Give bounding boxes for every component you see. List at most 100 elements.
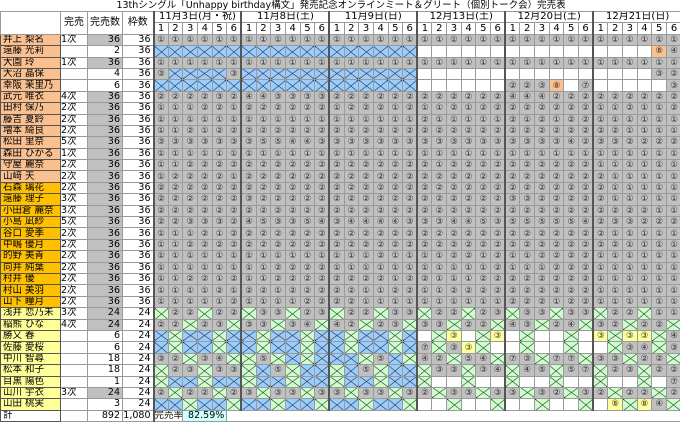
slot-sold-cell: ② xyxy=(270,238,286,252)
slot-open-cell xyxy=(475,67,492,81)
slot-sold-cell: ③ xyxy=(548,136,565,149)
slot-sold-cell: ② xyxy=(343,102,360,115)
slot-sold-cell: ① xyxy=(226,284,242,297)
slot-sold-cell: ② xyxy=(592,170,609,183)
slot-sold-cell: ② xyxy=(651,216,667,229)
slot-unavailable-cell xyxy=(152,329,169,343)
slot-number-header: 3 xyxy=(358,22,374,35)
slot-sold-cell: ① xyxy=(226,170,242,183)
slot-sold-cell: ① xyxy=(460,56,477,69)
slot-sold-cell: ① xyxy=(152,284,169,297)
slot-sold-cell: ② xyxy=(196,193,213,206)
sold-count: 36 xyxy=(87,102,123,115)
slot-sold-cell: ① xyxy=(607,261,623,275)
slot-sold-cell: ② xyxy=(490,227,506,240)
slot-sold-cell: ② xyxy=(534,227,550,240)
slot-sold-cell: ② xyxy=(299,227,316,240)
slot-unavailable-cell xyxy=(167,67,184,81)
slot-closed-cell xyxy=(211,386,228,400)
slot-sold-cell: ② xyxy=(196,318,213,331)
sold-count: 4 xyxy=(87,67,123,81)
slot-sold-cell: ② xyxy=(299,284,316,297)
slot-sold-cell: ② xyxy=(548,102,565,115)
member-row: 大園 玲 1次 36 36 ① ① ① ① ① ① ① ① ① ① ① ① ① ① ① ① ① ① ① ① ① ① ① ① ① ① ① ① ① ①… xyxy=(0,56,680,69)
slot-sold-cell: ② xyxy=(402,204,418,218)
slot-sold-cell: ① xyxy=(358,261,374,275)
slot-total: 24 xyxy=(122,318,154,331)
slot-sold-cell: ④ xyxy=(314,216,330,229)
slot-sold-cell: ③ xyxy=(240,386,257,400)
slot-closed-cell xyxy=(519,341,536,354)
slot-open-cell xyxy=(592,341,609,354)
slot-number-header: 1 xyxy=(240,22,257,35)
slot-closed-cell xyxy=(226,398,242,411)
slot-total: 24 xyxy=(122,352,154,366)
slot-sold-cell: ① xyxy=(152,227,169,240)
slot-number-header: 2 xyxy=(255,22,272,35)
kanbai-round: 2次 xyxy=(60,124,88,138)
slot-sold-cell: ① xyxy=(255,113,272,126)
slot-unavailable-cell xyxy=(343,67,360,81)
slot-unavailable-cell xyxy=(240,398,257,411)
slot-sold-cell: ③ xyxy=(402,307,418,320)
slot-closed-cell xyxy=(152,307,169,320)
slot-sold-cell: ② xyxy=(431,352,448,366)
slot-sold-cell: ② xyxy=(152,204,169,218)
slot-closed-cell xyxy=(152,364,169,377)
slot-open-cell xyxy=(504,398,521,411)
slot-unavailable-cell xyxy=(211,45,228,58)
slot-open-cell xyxy=(578,375,594,388)
slot-unavailable-cell xyxy=(152,341,169,354)
slot-number-header: 5 xyxy=(475,22,492,35)
slot-sold-cell: ② xyxy=(416,113,433,126)
sold-count: 36 xyxy=(87,272,123,286)
slot-sold-cell: ① xyxy=(343,261,360,275)
slot-closed-cell xyxy=(534,352,550,366)
slot-sold-cell: ② xyxy=(387,238,404,252)
slot-closed-cell xyxy=(182,318,198,331)
slot-open-cell xyxy=(519,45,536,58)
slot-sold-cell: ① xyxy=(240,33,257,47)
member-row: 佐藤 愛桜 6 24 ⑦ ③ ③ ③ ④ ③ xyxy=(0,341,680,354)
slot-sold-cell: ② xyxy=(226,295,242,309)
slot-sold-cell: ② xyxy=(372,124,389,138)
slot-sold-cell: ③ xyxy=(402,386,418,400)
slot-closed-cell xyxy=(548,364,565,377)
slot-sold-cell: ② xyxy=(460,227,477,240)
slot-open-cell xyxy=(578,45,594,58)
slot-sold-cell: ③ xyxy=(284,216,301,229)
slot-unavailable-cell xyxy=(255,79,272,92)
slot-open-cell xyxy=(592,79,609,92)
slot-sold-cell: ④ xyxy=(299,318,316,331)
slot-sold-cell: ① xyxy=(372,261,389,275)
slot-open-cell xyxy=(636,45,653,58)
slot-sold-cell: ① xyxy=(196,56,213,69)
member-name: 森田 ひかる xyxy=(0,147,61,161)
slot-sold-cell: ② xyxy=(182,238,198,252)
slot-sold-cell: ① xyxy=(431,261,448,275)
slot-sold-cell: ① xyxy=(607,147,623,161)
slot-unavailable-cell xyxy=(314,364,330,377)
slot-sold-cell: ③ xyxy=(387,307,404,320)
slot-sold-cell: ① xyxy=(651,307,667,320)
slot-sold-cell: ② xyxy=(314,170,330,183)
kanbai-round xyxy=(60,398,88,411)
slot-sold-cell: ① xyxy=(475,147,492,161)
slot-sold-cell: ⑦ xyxy=(578,79,594,92)
slot-closed-cell xyxy=(665,318,680,331)
slot-sold-cell: ② xyxy=(182,90,198,104)
slot-closed-cell xyxy=(372,307,389,320)
slot-sold-cell: ② xyxy=(167,216,184,229)
slot-closed-cell xyxy=(504,375,521,388)
slot-open-cell xyxy=(490,79,506,92)
slot-sold-cell: ① xyxy=(240,272,257,286)
slot-sold-cell: ① xyxy=(255,56,272,69)
slot-sold-cell: ③ xyxy=(607,216,623,229)
slot-sold-cell: ③ xyxy=(504,386,521,400)
kanbai-round: 2次 xyxy=(60,113,88,126)
slot-sold-cell: ① xyxy=(314,250,330,263)
slot-sold-cell: ② xyxy=(372,170,389,183)
slot-sold-cell: ① xyxy=(651,170,667,183)
slot-sold-cell: ③ xyxy=(299,90,316,104)
slot-number-header: 6 xyxy=(578,22,594,35)
